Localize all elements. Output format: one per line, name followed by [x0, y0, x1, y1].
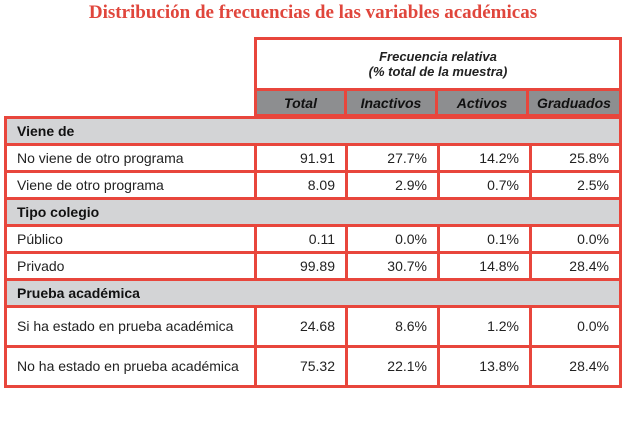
cell-graduados: 2.5% [529, 170, 622, 200]
row-label: Privado [4, 251, 257, 281]
cell-inactivos: 2.9% [345, 170, 440, 200]
cell-graduados: 25.8% [529, 143, 622, 173]
cell-activos: 13.8% [437, 345, 532, 388]
cell-total: 99.89 [254, 251, 348, 281]
row-label: No ha estado en prueba académica [4, 345, 257, 388]
table-row: Viene de otro programa 8.09 2.9% 0.7% 2.5% [4, 170, 622, 200]
cell-total: 75.32 [254, 345, 348, 388]
cell-activos: 1.2% [437, 305, 532, 348]
group-label: Tipo colegio [4, 197, 622, 227]
row-label: Viene de otro programa [4, 170, 257, 200]
row-label: No viene de otro programa [4, 143, 257, 173]
cell-graduados: 0.0% [529, 305, 622, 348]
cell-inactivos: 22.1% [345, 345, 440, 388]
group-row: Tipo colegio [4, 197, 622, 227]
column-header-activos: Activos [435, 88, 529, 117]
cell-inactivos: 27.7% [345, 143, 440, 173]
table-row: No ha estado en prueba académica 75.32 22.… [4, 345, 622, 388]
table-header: Frecuencia relativa (% total de la muest… [254, 37, 622, 117]
cell-graduados: 28.4% [529, 251, 622, 281]
cell-inactivos: 8.6% [345, 305, 440, 348]
group-header-line1: Frecuencia relativa [379, 49, 497, 64]
cell-inactivos: 0.0% [345, 224, 440, 254]
group-label: Prueba académica [4, 278, 622, 308]
column-header-inactivos: Inactivos [344, 88, 438, 117]
cell-total: 8.09 [254, 170, 348, 200]
page-title: Distribución de frecuencias de las varia… [88, 2, 538, 23]
table-row: Público 0.11 0.0% 0.1% 0.0% [4, 224, 622, 254]
table-row: No viene de otro programa 91.91 27.7% 14.2%… [4, 143, 622, 173]
group-header-line2: (% total de la muestra) [368, 64, 508, 79]
cell-graduados: 0.0% [529, 224, 622, 254]
table-row: Privado 99.89 30.7% 14.8% 28.4% [4, 251, 622, 281]
cell-activos: 0.7% [437, 170, 532, 200]
cell-activos: 14.8% [437, 251, 532, 281]
column-header-total: Total [254, 88, 347, 117]
row-label: Público [4, 224, 257, 254]
cell-total: 0.11 [254, 224, 348, 254]
cell-total: 91.91 [254, 143, 348, 173]
cell-activos: 14.2% [437, 143, 532, 173]
group-label: Viene de [4, 116, 622, 146]
row-label: Si ha estado en prueba académica [4, 305, 257, 348]
cell-total: 24.68 [254, 305, 348, 348]
column-header-graduados: Graduados [526, 88, 622, 117]
group-row: Prueba académica [4, 278, 622, 308]
cell-inactivos: 30.7% [345, 251, 440, 281]
column-group-header: Frecuencia relativa (% total de la muest… [254, 37, 622, 91]
cell-activos: 0.1% [437, 224, 532, 254]
frequency-table: Viene de No viene de otro programa 91.91 27… [4, 116, 622, 388]
cell-graduados: 28.4% [529, 345, 622, 388]
table-row: Si ha estado en prueba académica 24.68 8.6… [4, 305, 622, 348]
group-row: Viene de [4, 116, 622, 146]
